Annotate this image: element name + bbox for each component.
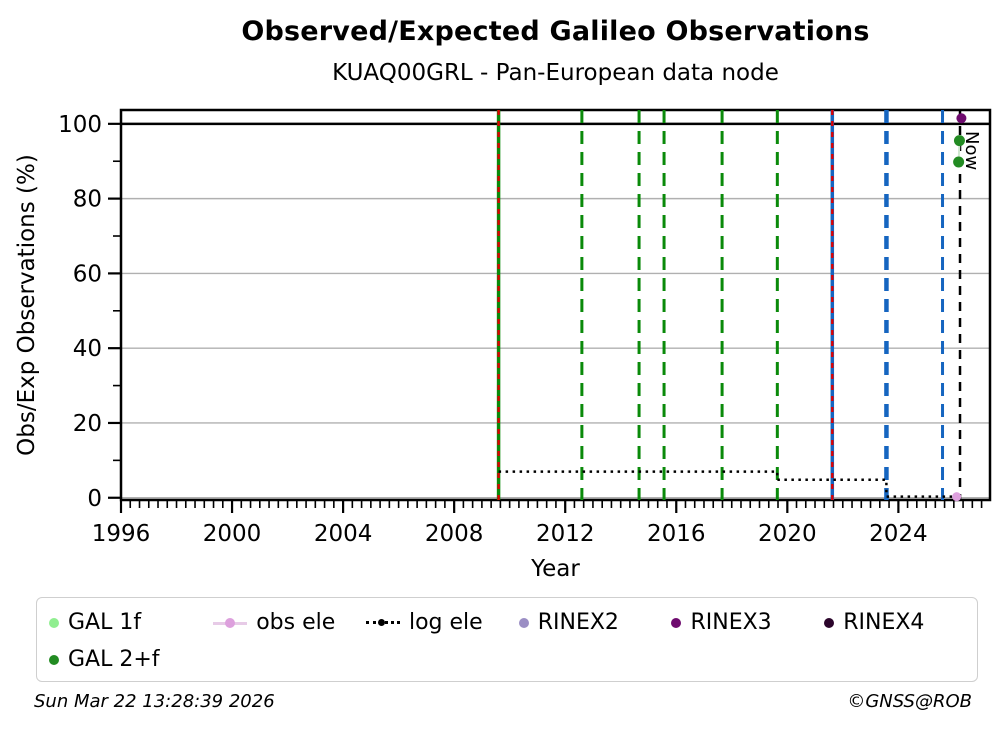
legend-label: log ele [408, 610, 483, 635]
rinex3-marker-icon [671, 617, 682, 628]
legend-item-rinex2: RINEX2 [518, 610, 672, 635]
legend-item-log-ele: log ele [365, 610, 519, 635]
legend-row-2: GAL 2+f [49, 641, 977, 678]
x-tick-label: 2024 [869, 521, 928, 547]
y-tick-label: 20 [73, 411, 102, 437]
data-point-gal-2-f [953, 135, 965, 147]
legend-row-1: GAL 1f obs ele log ele RINEX2 RINEX3 RINEX4 [49, 604, 977, 641]
data-point-obs-ele [952, 492, 962, 502]
x-tick-label: 1996 [92, 521, 151, 547]
x-axis-label: Year [530, 556, 580, 582]
y-tick-label: 40 [73, 336, 102, 362]
series-log-ele [498, 470, 954, 498]
y-tick-label: 100 [58, 112, 102, 138]
legend-item-obs-ele: obs ele [213, 610, 366, 635]
plot-frame [119, 108, 992, 502]
obs-ele-marker-icon [213, 617, 248, 629]
chart-canvas: 1996 2000 2004 2008 2012 2016 2020 2024 0 20 40 60 8… [14, 108, 992, 582]
log-ele-marker-icon [365, 617, 400, 629]
chart-title: Observed/Expected Galileo Observations [241, 16, 870, 47]
rinex4-marker-icon [824, 617, 835, 628]
chart-subtitle: KUAQ00GRL - Pan-European data node [332, 60, 779, 86]
data-point-gal-2-f [953, 156, 965, 168]
chart-legend: GAL 1f obs ele log ele RINEX2 RINEX3 RINEX4 G… [36, 597, 978, 682]
legend-item-rinex3: RINEX3 [671, 610, 824, 635]
y-tick-label: 60 [73, 261, 102, 287]
copyright-label: ©GNSS@ROB [847, 691, 972, 712]
legend-label: RINEX2 [537, 610, 619, 635]
x-tick-label: 2004 [314, 521, 373, 547]
legend-label: RINEX4 [843, 610, 925, 635]
legend-label: GAL 1f [68, 610, 142, 635]
y-axis-label: Obs/Exp Observations (%) [14, 154, 40, 456]
x-tick-label: 2020 [758, 521, 817, 547]
legend-item-gal-2-f: GAL 2+f [49, 647, 209, 672]
gal-2-f-marker-icon [49, 654, 59, 665]
legend-item-rinex4: RINEX4 [824, 610, 977, 635]
x-tick-label: 2008 [425, 521, 484, 547]
legend-label: RINEX3 [690, 610, 772, 635]
rinex2-marker-icon [518, 617, 529, 628]
timestamp-label: Sun Mar 22 13:28:39 2026 [34, 691, 275, 712]
data-point-rinex3 [956, 113, 967, 124]
now-label: Now [961, 131, 982, 170]
legend-item-gal-1f: GAL 1f [49, 610, 213, 635]
x-tick-label: 2012 [536, 521, 595, 547]
x-tick-label: 2016 [647, 521, 706, 547]
y-tick-label: 80 [73, 187, 102, 213]
legend-label: obs ele [256, 610, 336, 635]
y-tick-label: 0 [87, 486, 102, 512]
gal-1f-marker-icon [49, 617, 59, 628]
legend-label: GAL 2+f [68, 647, 160, 672]
x-tick-label: 2000 [203, 521, 262, 547]
